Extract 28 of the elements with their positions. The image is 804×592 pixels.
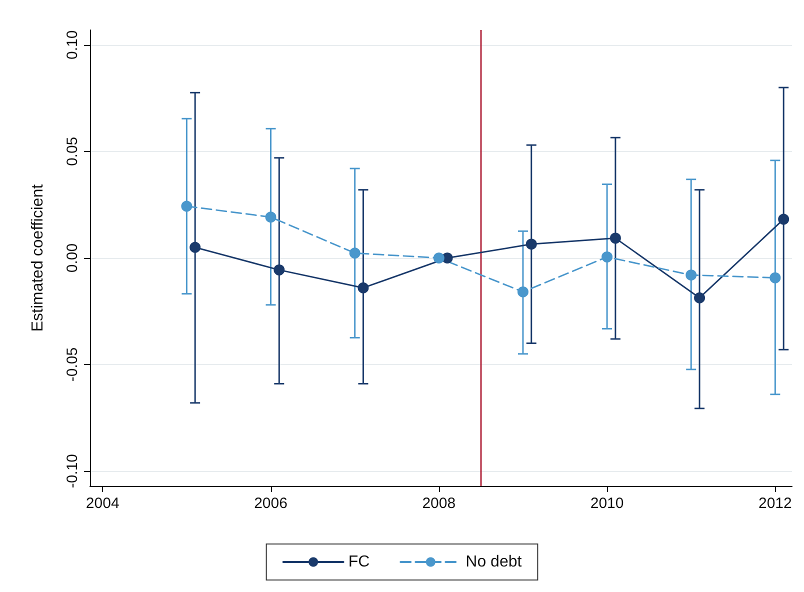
point: [526, 238, 537, 250]
point: [610, 232, 621, 244]
y-tick-label: 0.05: [64, 136, 81, 166]
point: [349, 248, 360, 259]
point: [770, 272, 781, 284]
point: [517, 286, 528, 298]
y-tick-label: -0.05: [64, 347, 81, 382]
point: [181, 200, 192, 212]
point: [694, 292, 706, 304]
x-tick-label: 2008: [422, 495, 456, 512]
point: [686, 270, 697, 281]
legend-label: No debt: [466, 554, 522, 570]
x-tick-label: 2004: [86, 495, 120, 512]
y-tick-label: -0.10: [64, 454, 81, 488]
x-tick-label: 2010: [590, 495, 624, 512]
point: [778, 214, 790, 225]
point: [602, 251, 613, 262]
y-axis-title: Estimated coefficient: [30, 184, 46, 332]
point: [274, 264, 285, 276]
point: [265, 212, 276, 223]
legend-label: FC: [348, 554, 370, 570]
y-tick-label: 0.10: [64, 30, 81, 60]
point: [190, 242, 201, 253]
point: [433, 252, 444, 264]
x-tick-label: 2012: [758, 495, 792, 512]
point: [358, 282, 369, 294]
x-tick-label: 2006: [254, 495, 288, 512]
y-tick-label: 0.00: [64, 243, 81, 273]
